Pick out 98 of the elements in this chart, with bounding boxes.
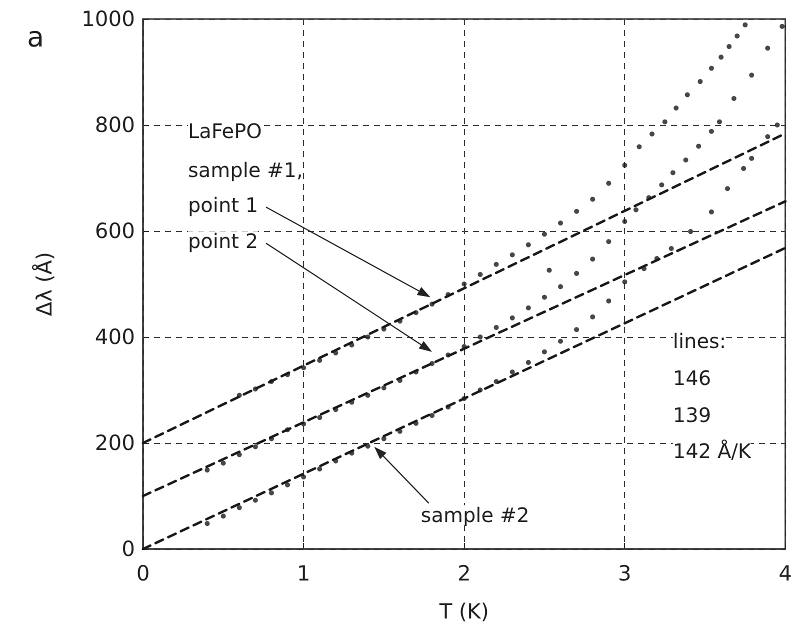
point — [622, 279, 628, 284]
point — [636, 144, 642, 150]
point — [220, 460, 226, 466]
point — [478, 334, 483, 340]
point — [526, 242, 531, 248]
point — [765, 46, 770, 51]
point — [622, 218, 628, 224]
point — [526, 360, 531, 365]
point — [670, 170, 676, 176]
point — [650, 132, 655, 137]
chart-title: a — [27, 20, 44, 54]
y-tick-label: 600 — [94, 219, 135, 243]
point — [708, 66, 714, 71]
point — [542, 294, 547, 300]
point — [725, 186, 730, 192]
point — [317, 466, 322, 472]
x-tick-label: 1 — [296, 562, 310, 586]
annotation: point 1 — [188, 193, 258, 218]
point — [236, 505, 242, 510]
point — [301, 474, 306, 480]
point — [708, 209, 714, 214]
point — [285, 482, 290, 488]
point — [204, 468, 210, 473]
point — [558, 284, 564, 290]
point — [574, 270, 580, 276]
point — [606, 239, 612, 244]
point — [731, 96, 736, 101]
x-tick-label: 2 — [457, 562, 471, 586]
point — [688, 229, 694, 234]
point — [780, 24, 785, 29]
point — [317, 415, 322, 420]
x-tick-label: 4 — [778, 562, 792, 586]
y-axis-title: Δλ (Å) — [32, 252, 56, 316]
annotation: LaFePO — [188, 118, 262, 143]
point — [268, 490, 274, 496]
point — [526, 305, 531, 310]
point — [716, 119, 722, 124]
point — [741, 166, 746, 171]
point — [558, 338, 564, 344]
point — [510, 252, 515, 258]
point — [734, 33, 740, 38]
point — [742, 22, 748, 28]
point — [462, 282, 467, 286]
point — [749, 72, 754, 78]
point — [698, 79, 703, 84]
point — [606, 180, 612, 186]
point — [430, 412, 435, 418]
point — [365, 334, 370, 340]
point — [684, 92, 690, 98]
point — [683, 157, 688, 162]
point — [633, 207, 638, 212]
y-tick-label: 400 — [94, 325, 135, 349]
point — [668, 246, 674, 251]
point — [708, 128, 714, 134]
annotation: 142 Å/K — [672, 439, 752, 464]
point — [381, 385, 386, 390]
point — [590, 314, 596, 320]
point — [546, 268, 552, 273]
point — [204, 521, 210, 526]
point — [590, 256, 596, 262]
annotation: 139 — [672, 403, 712, 428]
y-tick-label: 1000 — [82, 7, 135, 31]
point — [558, 220, 564, 226]
point — [252, 498, 258, 503]
point — [510, 315, 515, 320]
annotation: sample #1, — [188, 158, 303, 182]
point — [510, 369, 515, 374]
point — [220, 514, 226, 519]
y-tick-label: 200 — [94, 431, 135, 455]
point — [749, 156, 754, 161]
point — [765, 134, 770, 140]
point — [494, 262, 499, 267]
point — [659, 182, 664, 188]
point — [252, 444, 258, 450]
point — [478, 272, 483, 277]
annotation: 146 — [672, 366, 712, 390]
point — [494, 324, 499, 330]
point — [574, 208, 580, 214]
point — [662, 119, 668, 124]
point — [726, 44, 732, 50]
annotation: lines: — [672, 328, 726, 353]
y-tick-label: 800 — [94, 113, 135, 137]
point — [774, 122, 780, 128]
point — [542, 232, 547, 237]
point — [696, 144, 702, 149]
point — [718, 54, 724, 60]
point — [590, 196, 596, 202]
annotation: point 2 — [188, 229, 258, 254]
annotation: sample #2 — [420, 503, 530, 528]
point — [606, 298, 612, 304]
point — [574, 327, 580, 332]
y-tick-label: 0 — [122, 537, 135, 561]
point — [674, 106, 679, 111]
point — [622, 162, 628, 168]
x-tick-label: 0 — [136, 562, 150, 586]
point — [542, 349, 547, 354]
x-axis-title: T (K) — [438, 600, 489, 624]
x-tick-label: 3 — [618, 562, 632, 586]
